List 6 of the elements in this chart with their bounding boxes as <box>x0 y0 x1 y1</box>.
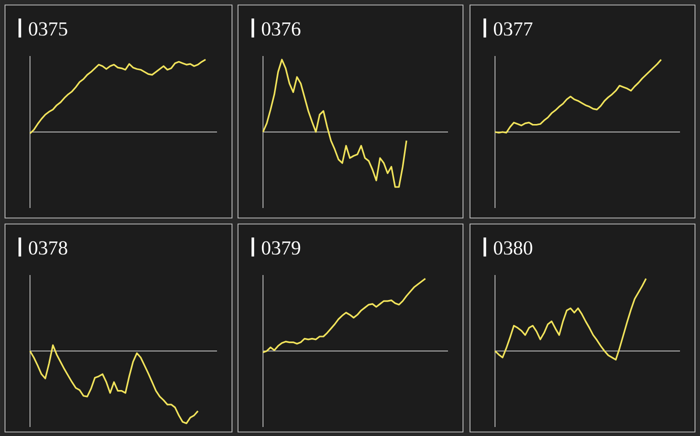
chart-title: 0375 <box>28 22 68 36</box>
chart-title: 0380 <box>494 241 532 255</box>
chart-title: 0377 <box>494 22 532 36</box>
chart-title: 0378 <box>28 241 68 255</box>
chart-title: 0379 <box>262 241 300 255</box>
chart-title: 0376 <box>262 22 300 36</box>
